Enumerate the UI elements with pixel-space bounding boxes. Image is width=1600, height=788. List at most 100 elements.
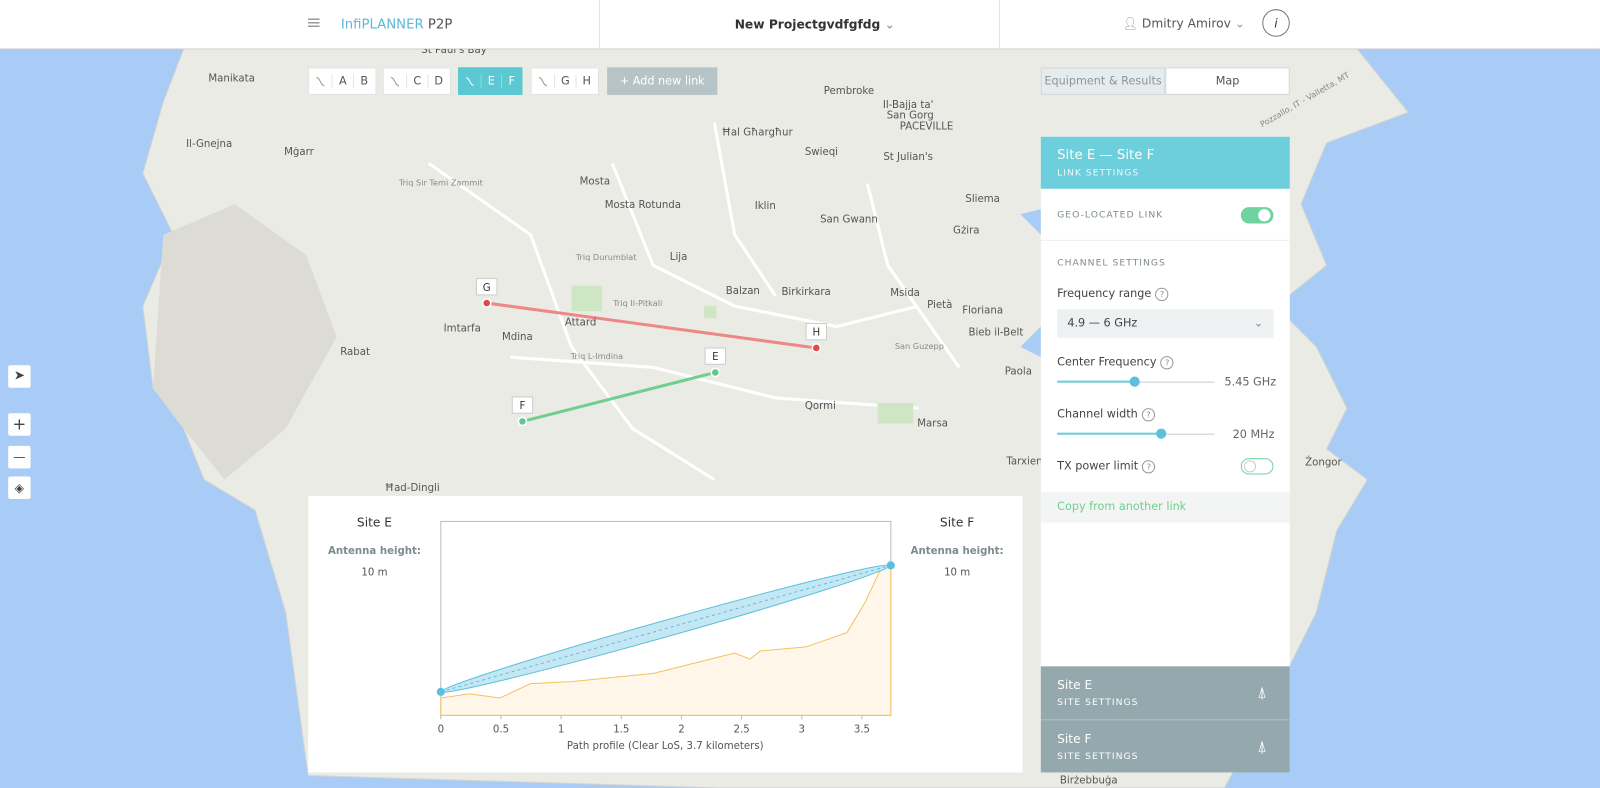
help-icon[interactable]: ? <box>1142 460 1156 474</box>
site-letter: E <box>480 74 501 88</box>
site-tag <box>511 396 534 414</box>
user-menu[interactable]: 👤︎ Dmitry Amirov ⌄ <box>1122 16 1246 31</box>
panel-subtitle: LINK SETTINGS <box>1057 168 1140 179</box>
value: 20 <box>1232 427 1247 441</box>
place-label: San Gwann <box>820 214 878 225</box>
place-label: Ħal Għargħur <box>722 128 794 139</box>
icon-shape <box>465 76 474 86</box>
antenna-label: Antenna height: <box>911 546 1004 557</box>
antenna-height: 10 m <box>361 568 387 579</box>
brand: InfiPLANNER P2P <box>341 17 453 32</box>
site-letter: B <box>353 74 374 88</box>
profile-panel: Site E Antenna height: 10 m Site F Anten… <box>308 495 1023 773</box>
antenna-height: 10 m <box>944 568 970 579</box>
site-sub: SITE SETTINGS <box>1057 752 1139 763</box>
place-label: Triq L-Imdina <box>570 351 623 361</box>
x-tick-label: 3.5 <box>854 725 870 736</box>
x-tick-label: 3 <box>799 725 805 736</box>
tx-label: TX power limit? <box>1057 459 1156 474</box>
site-letter: D <box>427 74 449 88</box>
site-letter: F <box>500 74 521 88</box>
width-value: 20 MHz <box>1233 428 1275 441</box>
slider-knob[interactable] <box>1129 376 1140 387</box>
antenna-label: Antenna height: <box>328 546 421 557</box>
info-button[interactable]: i <box>1262 9 1290 37</box>
tab[interactable]: Map <box>1165 67 1290 95</box>
site-letter: G <box>554 74 575 88</box>
place-label: San Gorg <box>887 110 934 121</box>
place-label: Marsa <box>917 419 948 430</box>
x-tick-label: 2 <box>678 725 684 736</box>
site-letter: C <box>406 74 427 88</box>
place-label: Mosta Rotunda <box>605 200 681 211</box>
place-label: San Guzepp <box>895 341 944 351</box>
place-label: Balzan <box>726 286 760 297</box>
site-tag <box>805 322 828 341</box>
antenna-point <box>436 687 445 696</box>
slider-track <box>1057 428 1215 439</box>
geo-toggle[interactable] <box>1240 207 1274 224</box>
site-name: Site F <box>940 516 974 530</box>
icon-shape <box>316 76 325 86</box>
link-settings-panel: Site E — Site F LINK SETTINGS GEO-LOCATE… <box>1040 136 1290 773</box>
project-select[interactable]: New Projectgvdfgfdg ⌄ <box>734 17 895 32</box>
icon-shape <box>390 76 400 86</box>
brand-name: InfiPLANNER <box>340 17 424 33</box>
site-panel[interactable]: Site F SITE SETTINGS ⍋ <box>1040 719 1290 773</box>
header: ≡ InfiPLANNER P2P New Projectgvdfgfdg ⌄ … <box>0 0 1600 49</box>
site-tag-label: G <box>483 283 491 294</box>
place-label: Lija <box>670 252 688 263</box>
link-line <box>522 370 716 423</box>
site-letter: H <box>575 74 597 88</box>
site-panel[interactable]: Site E SITE SETTINGS ⍋ <box>1040 666 1290 720</box>
unit: GHz <box>1253 375 1277 389</box>
zoom-out[interactable]: — <box>8 445 31 469</box>
project-name: New Projectgvdfgfdg <box>734 17 881 32</box>
copy-link-button[interactable]: Copy from another link <box>1040 491 1290 523</box>
width-label: Channel width? <box>1057 407 1156 422</box>
place-label: Floriana <box>962 305 1003 316</box>
path-profile: Site E Antenna height: 10 m Site F Anten… <box>328 516 1004 752</box>
zoom-in[interactable]: + <box>8 413 31 436</box>
label-text: Frequency range <box>1057 286 1152 300</box>
place-label: Manikata <box>208 74 255 85</box>
place-label: Sliema <box>965 194 1000 205</box>
label-text: Channel width <box>1057 407 1138 421</box>
x-tick-label: 0 <box>438 725 444 736</box>
hills <box>153 204 337 480</box>
place-label: Bieb il-Belt <box>968 328 1023 339</box>
site-tag <box>704 347 727 365</box>
channel-heading: CHANNEL SETTINGS <box>1057 258 1166 269</box>
slider-knob[interactable] <box>1156 428 1167 439</box>
frequency-label: Frequency range? <box>1057 286 1169 302</box>
tx-toggle[interactable] <box>1240 458 1274 475</box>
place-label: Mdina <box>502 332 533 343</box>
label-text: TX power limit <box>1057 459 1139 473</box>
menu-button[interactable]: ≡ <box>306 12 322 34</box>
x-tick-label: 1 <box>558 725 564 736</box>
add-link-button[interactable]: + Add new link <box>607 67 718 95</box>
layers-button[interactable]: ◈ <box>8 476 31 499</box>
help-icon[interactable]: ? <box>1160 356 1174 370</box>
place-label: Swieqi <box>805 147 838 158</box>
help-icon[interactable]: ? <box>1155 287 1169 302</box>
frequency-select[interactable]: 4.9 — 6 GHz ⌄ <box>1057 309 1274 338</box>
site-tag-label: F <box>520 401 526 412</box>
place-label: Triq Il-Pitkali <box>612 298 662 308</box>
place-label: St Julian's <box>883 152 933 163</box>
place-label: Imtarfa <box>444 324 481 335</box>
divider <box>598 0 600 49</box>
link-icon <box>538 76 548 86</box>
place-label: Tarxien <box>1005 456 1042 467</box>
parks <box>571 285 914 424</box>
tab[interactable]: Equipment & Results <box>1040 67 1166 95</box>
link-icon <box>316 76 325 86</box>
help-icon[interactable]: ? <box>1141 408 1156 422</box>
locate-button[interactable]: ➤ <box>8 365 31 388</box>
panel-header: Site E — Site F LINK SETTINGS <box>1040 136 1290 189</box>
site-marker <box>710 367 721 378</box>
